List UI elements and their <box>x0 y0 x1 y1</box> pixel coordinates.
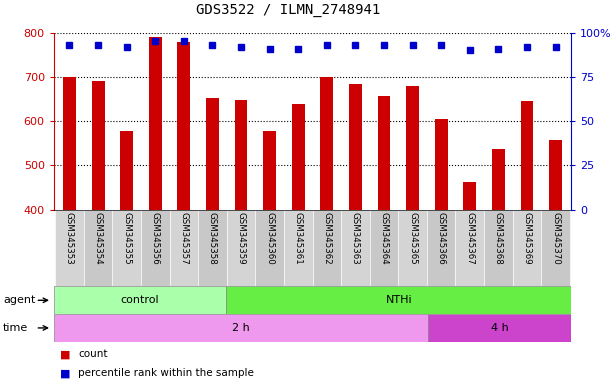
Text: GSM345360: GSM345360 <box>265 212 274 265</box>
Bar <box>513 210 541 286</box>
Text: GSM345366: GSM345366 <box>437 212 445 265</box>
Bar <box>170 210 198 286</box>
Bar <box>255 210 284 286</box>
Bar <box>541 210 570 286</box>
Text: GSM345355: GSM345355 <box>122 212 131 265</box>
Bar <box>54 314 428 342</box>
Bar <box>320 77 333 210</box>
Bar <box>463 182 476 210</box>
Bar <box>263 131 276 210</box>
Bar <box>349 84 362 210</box>
Text: GSM345353: GSM345353 <box>65 212 74 265</box>
Bar <box>428 314 571 342</box>
Bar <box>84 210 112 286</box>
Text: GSM345361: GSM345361 <box>294 212 302 265</box>
Bar <box>198 210 227 286</box>
Bar <box>55 210 84 286</box>
Text: GSM345365: GSM345365 <box>408 212 417 265</box>
Bar <box>226 286 571 314</box>
Bar <box>549 140 562 210</box>
Bar <box>378 96 390 210</box>
Text: control: control <box>121 295 159 305</box>
Bar <box>141 210 170 286</box>
Bar <box>149 37 162 210</box>
Bar <box>427 210 455 286</box>
Text: GSM345368: GSM345368 <box>494 212 503 265</box>
Bar <box>92 81 104 210</box>
Text: GSM345357: GSM345357 <box>180 212 188 265</box>
Bar <box>112 210 141 286</box>
Bar <box>455 210 484 286</box>
Text: percentile rank within the sample: percentile rank within the sample <box>78 368 254 379</box>
Text: GSM345362: GSM345362 <box>323 212 331 265</box>
Bar <box>435 119 448 210</box>
Bar <box>206 98 219 210</box>
Bar <box>492 149 505 210</box>
Text: ■: ■ <box>60 349 70 359</box>
Bar <box>341 210 370 286</box>
Bar <box>406 86 419 210</box>
Bar <box>120 131 133 210</box>
Bar <box>398 210 427 286</box>
Bar <box>284 210 313 286</box>
Bar <box>235 100 247 210</box>
Text: NTHi: NTHi <box>386 295 412 305</box>
Bar <box>484 210 513 286</box>
Bar <box>54 286 226 314</box>
Text: GSM345358: GSM345358 <box>208 212 217 265</box>
Text: GSM345369: GSM345369 <box>522 212 532 265</box>
Text: GDS3522 / ILMN_2748941: GDS3522 / ILMN_2748941 <box>196 3 380 17</box>
Bar <box>370 210 398 286</box>
Bar <box>63 77 76 210</box>
Text: GSM345364: GSM345364 <box>379 212 389 265</box>
Text: GSM345370: GSM345370 <box>551 212 560 265</box>
Bar <box>177 42 190 210</box>
Text: GSM345359: GSM345359 <box>236 212 246 265</box>
Text: GSM345363: GSM345363 <box>351 212 360 265</box>
Text: agent: agent <box>3 295 35 305</box>
Text: ■: ■ <box>60 368 70 379</box>
Bar <box>292 104 305 210</box>
Text: time: time <box>3 323 28 333</box>
Text: GSM345367: GSM345367 <box>466 212 474 265</box>
Bar <box>521 101 533 210</box>
Text: GSM345356: GSM345356 <box>151 212 159 265</box>
Text: 2 h: 2 h <box>232 323 249 333</box>
Text: count: count <box>78 349 108 359</box>
Text: GSM345354: GSM345354 <box>93 212 103 265</box>
Bar <box>313 210 341 286</box>
Text: 4 h: 4 h <box>491 323 508 333</box>
Bar <box>227 210 255 286</box>
